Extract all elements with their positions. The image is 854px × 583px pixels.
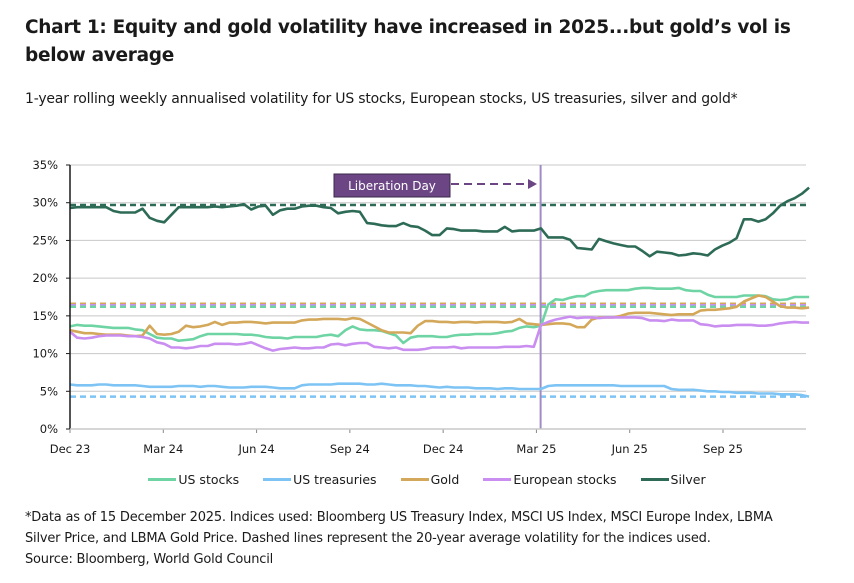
- y-tick-label: 30%: [32, 196, 58, 210]
- y-tick-label: 15%: [32, 309, 58, 323]
- y-axis-ticks: 0% 5% 10% 15% 20% 25% 30% 35%: [32, 158, 70, 436]
- gridlines: [70, 164, 806, 392]
- footnote: *Data as of 15 December 2025. Indices us…: [25, 507, 835, 570]
- y-tick-label: 25%: [32, 233, 58, 247]
- series-line-us-treasuries: [69, 382, 810, 398]
- series-line-silver: [69, 186, 810, 258]
- axes: [69, 165, 806, 430]
- x-tick-label: Sep 24: [330, 442, 370, 456]
- chart-title: Chart 1: Equity and gold volatility have…: [25, 17, 791, 66]
- legend-item-silver: Silver: [640, 472, 706, 487]
- source-line: Source: Bloomberg, World Gold Council: [25, 552, 274, 567]
- series-line-european-stocks: [69, 315, 810, 352]
- x-tick-label: Mar 25: [516, 442, 556, 456]
- average-dashed-lines: [70, 203, 806, 398]
- legend-label-us-treasuries: US treasuries: [293, 472, 377, 487]
- legend-item-european-stocks: European stocks: [483, 472, 617, 487]
- x-tick-label: Dec 23: [50, 442, 91, 456]
- legend-swatch-us-stocks: [148, 478, 177, 481]
- legend-swatch-gold: [400, 478, 429, 481]
- legend-swatch-silver: [640, 478, 669, 481]
- y-tick-label: 10%: [32, 347, 58, 361]
- legend-item-gold: Gold: [400, 472, 460, 487]
- series-line-gold: [69, 294, 810, 338]
- annotation-arrow-head: [528, 179, 537, 189]
- legend-label-silver: Silver: [670, 472, 706, 487]
- x-tick-label: Jun 24: [237, 442, 274, 456]
- series-lines: [69, 186, 810, 398]
- legend: US stocks US treasuries Gold European st…: [0, 472, 854, 487]
- annotation-box: [333, 173, 451, 198]
- legend-swatch-european-stocks: [483, 478, 512, 481]
- liberation-day-annotation: Liberation Day: [333, 173, 537, 198]
- legend-item-us-stocks: US stocks: [148, 472, 239, 487]
- legend-item-us-treasuries: US treasuries: [263, 472, 377, 487]
- y-tick-label: 0%: [40, 422, 58, 436]
- annotation-label: Liberation Day: [348, 179, 436, 193]
- footnote-line-1: *Data as of 15 December 2025. Indices us…: [25, 510, 773, 525]
- series-line-us-stocks: [69, 286, 810, 345]
- x-axis-ticks: Dec 23 Mar 24 Jun 24 Sep 24 Dec 24 Mar 25 Jun …: [50, 429, 743, 456]
- y-tick-label: 20%: [32, 271, 58, 285]
- x-tick-label: Dec 24: [423, 442, 464, 456]
- legend-label-european-stocks: European stocks: [513, 472, 617, 487]
- y-tick-label: 5%: [40, 384, 58, 398]
- legend-swatch-us-treasuries: [263, 478, 292, 481]
- x-tick-label: Mar 24: [143, 442, 183, 456]
- legend-label-us-stocks: US stocks: [178, 472, 240, 487]
- x-tick-label: Sep 25: [703, 442, 743, 456]
- x-tick-label: Jun 25: [611, 442, 648, 456]
- volatility-line-chart: 0% 5% 10% 15% 20% 25% 30% 35% Dec 23 Mar 24 Jun 2…: [32, 158, 810, 456]
- footnote-line-2: Silver Price, and LBMA Gold Price. Dashe…: [25, 531, 711, 546]
- legend-label-gold: Gold: [430, 472, 460, 487]
- chart-subtitle: 1-year rolling weekly annualised volatil…: [25, 91, 738, 107]
- y-tick-label: 35%: [32, 158, 58, 172]
